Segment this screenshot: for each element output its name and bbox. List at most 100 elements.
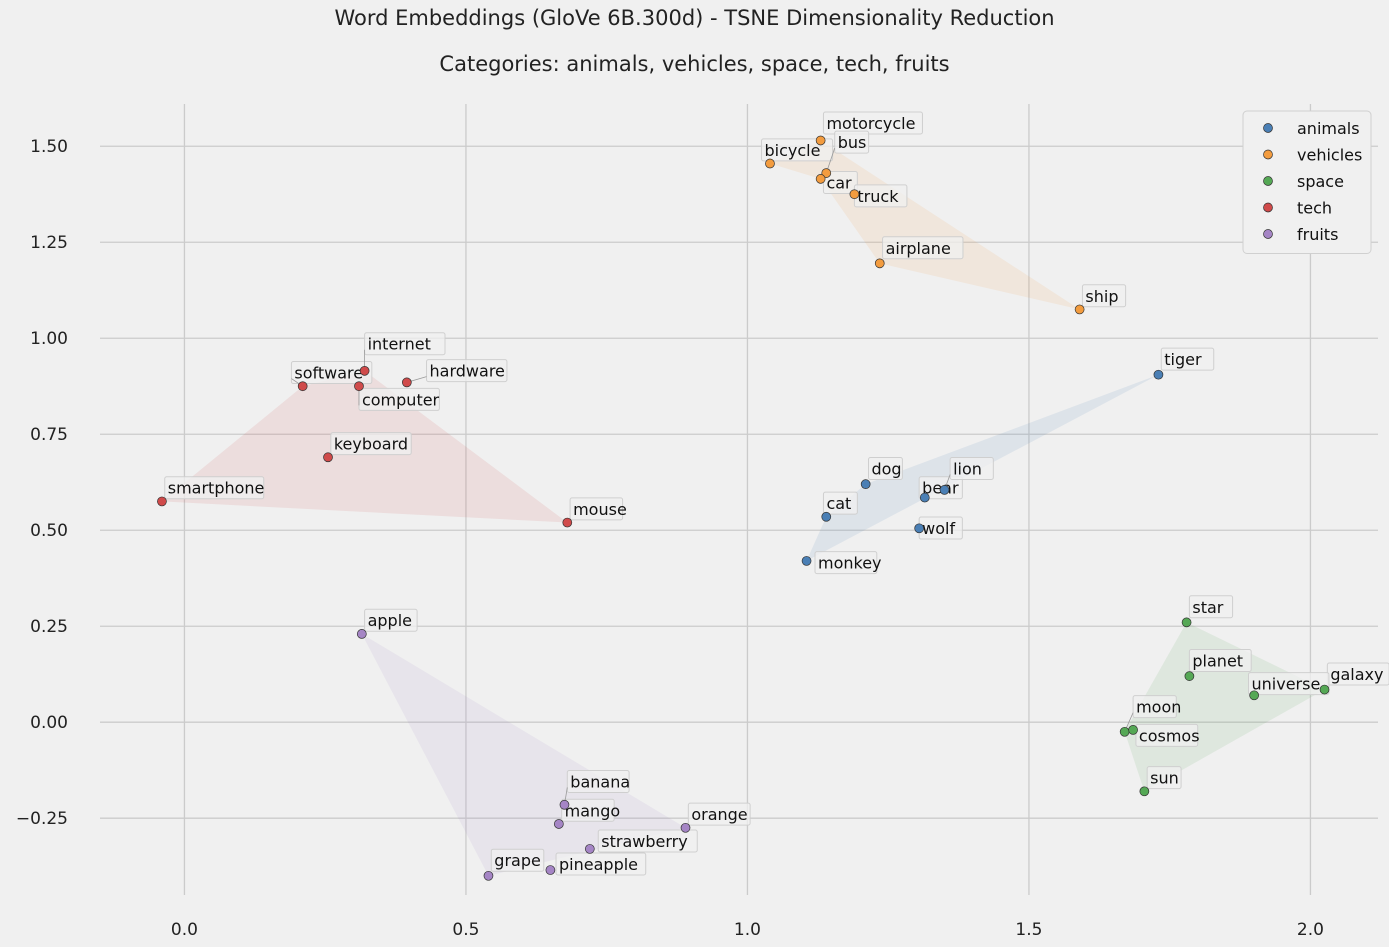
label-box — [426, 359, 508, 383]
label-text: car — [826, 173, 852, 192]
label-text: wolf — [922, 519, 955, 538]
label-software: software — [290, 361, 373, 385]
point-pineapple — [545, 865, 556, 875]
label-text: star — [1192, 598, 1223, 617]
x-tick-label: 0.5 — [452, 920, 479, 940]
legend-marker-tech — [1263, 202, 1273, 213]
label-box — [1160, 347, 1215, 371]
point-bus — [821, 168, 832, 178]
point-sun — [1139, 786, 1150, 797]
label-box — [566, 769, 630, 793]
label-car: car — [822, 170, 858, 194]
point-airplane — [874, 258, 885, 269]
y-tick-label: 1.00 — [30, 329, 68, 349]
legend: animals vehicles space tech fruits — [1242, 110, 1372, 254]
point-dog — [860, 479, 871, 489]
label-box — [834, 130, 870, 154]
label-box — [364, 332, 446, 356]
label-box — [555, 852, 647, 876]
label-smartphone: smartphone — [164, 476, 264, 500]
point-moon — [1119, 726, 1130, 737]
label-pineapple: pineapple — [555, 852, 647, 876]
point-truck — [849, 189, 860, 200]
point-smartphone — [157, 496, 167, 507]
label-box — [882, 236, 964, 260]
label-dog: dog — [867, 457, 903, 481]
label-text: airplane — [886, 239, 951, 258]
label-text: internet — [368, 335, 431, 354]
label-text: keyboard — [334, 435, 408, 454]
point-strawberry — [584, 844, 595, 854]
label-text: apple — [368, 611, 412, 630]
point-tiger — [1153, 369, 1164, 380]
label-bicycle: bicycle — [761, 138, 834, 162]
label-text: software — [294, 364, 363, 383]
label-text: truck — [857, 187, 899, 206]
label-planet: planet — [1188, 649, 1252, 673]
label-keyboard: keyboard — [330, 432, 412, 456]
point-mouse — [562, 517, 573, 528]
series-vehicles — [765, 135, 1085, 315]
label-text: sun — [1150, 769, 1179, 788]
point-universe — [1249, 690, 1259, 701]
series-tech — [157, 349, 573, 528]
label-banana: banana — [566, 769, 630, 793]
point-bear — [919, 492, 930, 503]
point-monkey — [801, 556, 812, 566]
point-banana — [559, 799, 570, 810]
point-hardware — [401, 377, 412, 388]
chart-title: Word Embeddings (GloVe 6B.300d) - TSNE D… — [334, 6, 1055, 30]
label-cat: cat — [822, 491, 858, 515]
hull-space — [1124, 622, 1325, 792]
label-text: tiger — [1164, 350, 1202, 369]
label-internet: internet — [364, 332, 446, 356]
y-tick-label: 0.25 — [30, 617, 68, 637]
label-mouse: mouse — [569, 497, 627, 521]
label-lion: lion — [949, 457, 994, 481]
label-sun: sun — [1146, 766, 1182, 790]
label-orange: orange — [687, 802, 751, 826]
label-text: pineapple — [559, 855, 638, 874]
label-truck: truck — [853, 184, 908, 208]
label-cosmos: cosmos — [1135, 723, 1200, 747]
y-tick-label: 0.00 — [30, 713, 68, 733]
point-internet — [359, 366, 370, 376]
label-text: mango — [565, 801, 620, 820]
label-computer: computer — [358, 387, 440, 411]
legend-box — [1242, 110, 1372, 254]
label-wolf: wolf — [918, 516, 963, 540]
point-lion — [939, 485, 950, 495]
label-box — [822, 111, 923, 135]
series-fruits — [356, 629, 691, 881]
label-box — [1146, 766, 1182, 790]
label-text: bicycle — [765, 141, 821, 160]
label-box — [761, 138, 834, 162]
series-animals — [801, 369, 1164, 566]
legend-label-space: space — [1297, 172, 1344, 191]
label-text: cosmos — [1139, 726, 1200, 745]
y-tick-label: 1.50 — [30, 137, 68, 157]
label-galaxy: galaxy — [1326, 662, 1389, 686]
label-box — [867, 457, 903, 481]
label-text: monkey — [818, 554, 882, 573]
label-text: computer — [362, 390, 440, 409]
label-box — [814, 551, 878, 575]
y-tick-label: −0.25 — [16, 809, 68, 829]
label-text: ship — [1085, 287, 1118, 306]
label-text: banana — [570, 772, 630, 791]
label-text: hardware — [430, 362, 505, 381]
legend-marker-animals — [1263, 123, 1273, 133]
point-planet — [1184, 671, 1195, 681]
label-text: dog — [871, 460, 901, 479]
label-apple: apple — [364, 608, 418, 632]
point-cat — [821, 511, 832, 522]
x-tick-label: 0.0 — [171, 920, 198, 940]
point-computer — [354, 381, 364, 392]
y-tick-label: 0.50 — [30, 521, 68, 541]
label-text: mouse — [573, 500, 627, 519]
label-bus: bus — [834, 130, 870, 154]
label-text: grape — [494, 851, 541, 870]
label-star: star — [1188, 595, 1234, 619]
series-space — [1119, 617, 1330, 797]
